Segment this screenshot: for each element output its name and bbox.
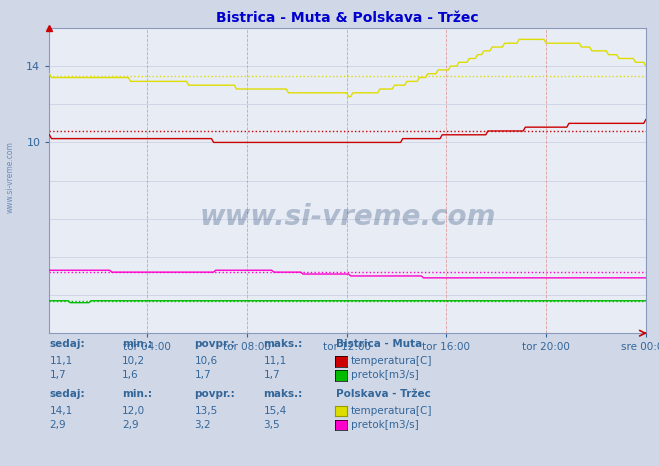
Text: 10,2: 10,2 [122,356,145,366]
Text: www.si-vreme.com: www.si-vreme.com [200,203,496,231]
Text: sedaj:: sedaj: [49,389,85,399]
Text: 11,1: 11,1 [264,356,287,366]
Text: 1,7: 1,7 [264,370,280,380]
Text: sedaj:: sedaj: [49,339,85,349]
Text: pretok[m3/s]: pretok[m3/s] [351,420,418,430]
Title: Bistrica - Muta & Polskava - Tržec: Bistrica - Muta & Polskava - Tržec [216,11,479,26]
Text: 1,6: 1,6 [122,370,138,380]
Text: 15,4: 15,4 [264,406,287,416]
Text: min.:: min.: [122,389,152,399]
Text: povpr.:: povpr.: [194,339,235,349]
Text: 3,2: 3,2 [194,420,211,430]
Text: maks.:: maks.: [264,339,303,349]
Text: 2,9: 2,9 [122,420,138,430]
Text: Bistrica - Muta: Bistrica - Muta [336,339,422,349]
Text: 3,5: 3,5 [264,420,280,430]
Text: 14,1: 14,1 [49,406,72,416]
Text: 1,7: 1,7 [49,370,66,380]
Text: maks.:: maks.: [264,389,303,399]
Text: 11,1: 11,1 [49,356,72,366]
Text: pretok[m3/s]: pretok[m3/s] [351,370,418,380]
Text: 2,9: 2,9 [49,420,66,430]
Text: 13,5: 13,5 [194,406,217,416]
Text: www.si-vreme.com: www.si-vreme.com [5,141,14,213]
Text: temperatura[C]: temperatura[C] [351,406,432,416]
Text: povpr.:: povpr.: [194,389,235,399]
Text: temperatura[C]: temperatura[C] [351,356,432,366]
Text: Polskava - Tržec: Polskava - Tržec [336,389,431,399]
Text: 12,0: 12,0 [122,406,145,416]
Text: min.:: min.: [122,339,152,349]
Text: 10,6: 10,6 [194,356,217,366]
Text: 1,7: 1,7 [194,370,211,380]
